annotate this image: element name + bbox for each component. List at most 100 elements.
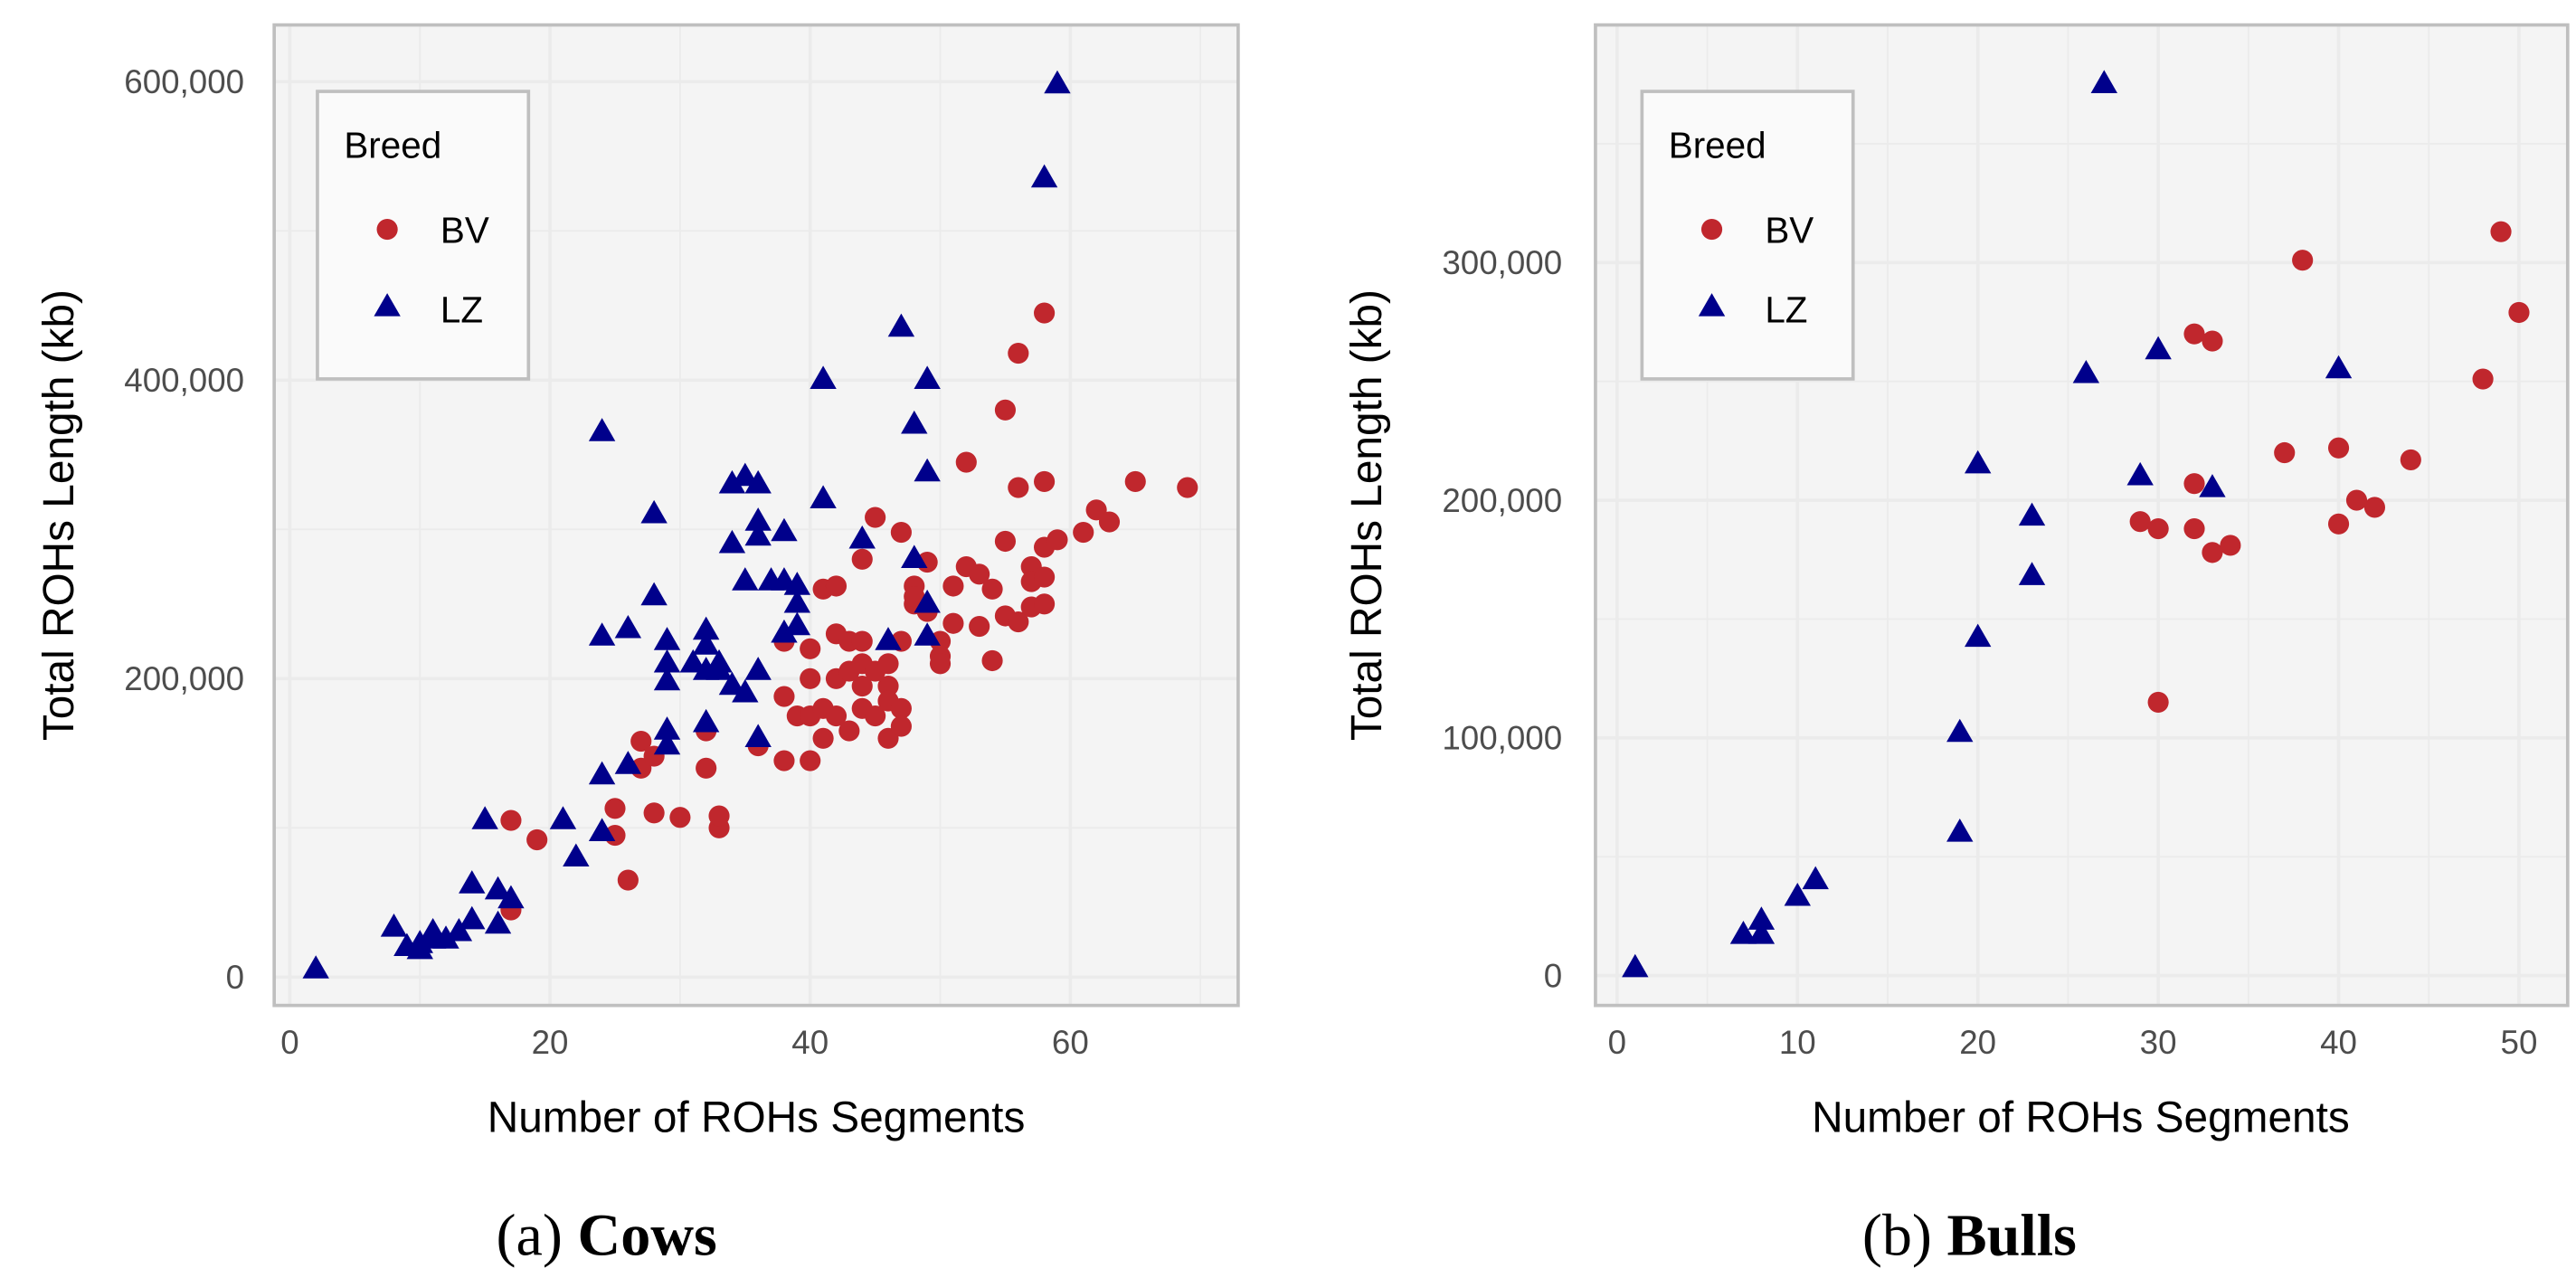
- data-point-bv: [800, 667, 821, 689]
- y-tick-label: 100,000: [1442, 720, 1562, 757]
- data-point-lz: [653, 648, 681, 673]
- data-point-bv: [2220, 535, 2241, 556]
- data-point-bv: [2345, 489, 2368, 511]
- data-point-lz: [2018, 562, 2046, 585]
- data-point-bv: [2327, 437, 2350, 459]
- data-point-lz: [706, 657, 733, 680]
- data-point-lz: [1946, 819, 1974, 842]
- data-point-bv: [942, 612, 964, 634]
- caption-title: Bulls: [1946, 1202, 2076, 1268]
- chart-cows: Total ROHs Length (kb) Number of ROHs Se…: [35, 23, 1240, 1268]
- data-point-bv: [890, 522, 912, 544]
- data-point-bv: [1046, 529, 1068, 551]
- data-point-lz: [302, 955, 329, 979]
- x-axis-title: Number of ROHs Segments: [1812, 1093, 2350, 1141]
- y-tick-label: 400,000: [124, 362, 244, 399]
- data-point-lz: [744, 507, 772, 531]
- data-point-bv: [773, 686, 795, 707]
- data-point-lz: [810, 485, 837, 509]
- data-point-bv: [800, 750, 821, 772]
- legend-label-bv: BV: [440, 209, 489, 251]
- data-point-bv: [526, 828, 548, 851]
- data-point-lz: [497, 885, 525, 909]
- y-tick-label: 0: [226, 959, 244, 996]
- y-tick-label: 0: [1544, 957, 1562, 994]
- data-point-bv: [877, 653, 899, 675]
- data-point-bv: [2147, 691, 2169, 713]
- data-point-lz: [914, 622, 941, 646]
- x-tick-label: 40: [2320, 1024, 2357, 1061]
- data-point-lz: [771, 517, 798, 542]
- legend-label-bv: BV: [1765, 209, 1814, 251]
- data-point-lz: [732, 462, 759, 487]
- data-point-lz: [732, 567, 759, 591]
- data-point-bv: [942, 575, 964, 597]
- data-point-lz: [783, 589, 811, 613]
- data-point-lz: [484, 910, 512, 934]
- data-point-bv: [630, 731, 652, 753]
- x-tick-label: 0: [1608, 1024, 1626, 1061]
- data-point-lz: [471, 806, 498, 829]
- data-point-bv: [865, 705, 886, 727]
- data-point-lz: [744, 522, 772, 546]
- legend-box: [1640, 90, 1855, 381]
- caption: (a) Cows: [497, 1202, 717, 1268]
- x-tick-label: 10: [1779, 1024, 1816, 1061]
- data-point-bv: [2147, 518, 2169, 540]
- data-point-lz: [887, 313, 915, 337]
- data-point-lz: [2072, 359, 2100, 383]
- data-point-lz: [1747, 906, 1776, 930]
- caption-label: (a): [497, 1202, 563, 1268]
- data-point-lz: [1784, 882, 1811, 906]
- data-point-lz: [588, 418, 616, 441]
- data-point-bv: [890, 715, 912, 737]
- data-point-bv: [2202, 542, 2223, 563]
- data-point-bv: [708, 805, 730, 827]
- data-point-lz: [692, 708, 720, 733]
- data-point-lz: [732, 678, 759, 703]
- data-point-lz: [679, 648, 706, 673]
- data-point-bv: [969, 563, 990, 585]
- data-point-lz: [783, 611, 811, 636]
- data-point-bv: [812, 727, 834, 749]
- data-point-lz: [718, 469, 746, 494]
- x-tick-label: 40: [791, 1024, 829, 1061]
- data-point-lz: [2325, 355, 2353, 379]
- data-point-bv: [2327, 513, 2350, 535]
- data-point-bv: [2508, 301, 2530, 324]
- data-point-bv: [773, 750, 795, 772]
- data-point-lz: [640, 582, 668, 606]
- data-point-lz: [459, 870, 486, 894]
- data-point-lz: [432, 925, 459, 949]
- data-point-lz: [1946, 718, 1974, 743]
- data-point-bv: [2183, 473, 2205, 495]
- x-tick-label: 50: [2501, 1024, 2538, 1061]
- legend-key-lz: [374, 293, 401, 317]
- data-point-lz: [914, 365, 941, 390]
- data-point-lz: [1030, 164, 1058, 188]
- data-point-lz: [744, 724, 772, 748]
- data-point-bv: [1034, 470, 1056, 493]
- data-point-bv: [2183, 323, 2205, 345]
- data-point-lz: [2199, 474, 2226, 497]
- data-point-bv: [851, 675, 873, 697]
- data-point-lz: [419, 917, 447, 942]
- y-tick-label: 200,000: [1442, 482, 1562, 519]
- data-point-lz: [1729, 921, 1757, 944]
- legend-label-lz: LZ: [1765, 289, 1807, 330]
- data-point-bv: [955, 451, 977, 473]
- x-tick-label: 20: [532, 1024, 569, 1061]
- x-tick-label: 60: [1052, 1024, 1089, 1061]
- data-point-bv: [1008, 343, 1029, 364]
- data-point-bv: [2274, 441, 2296, 464]
- data-point-bv: [1008, 611, 1029, 633]
- data-point-bv: [981, 649, 1003, 672]
- caption: (b) Bulls: [1862, 1202, 2077, 1268]
- plot-border: [272, 23, 1240, 1008]
- legend-label-lz: LZ: [440, 289, 483, 330]
- data-point-lz: [771, 619, 798, 643]
- data-point-bv: [1008, 477, 1029, 498]
- data-point-bv: [1034, 302, 1056, 324]
- caption-label: (b): [1862, 1202, 1932, 1268]
- data-point-lz: [848, 525, 876, 549]
